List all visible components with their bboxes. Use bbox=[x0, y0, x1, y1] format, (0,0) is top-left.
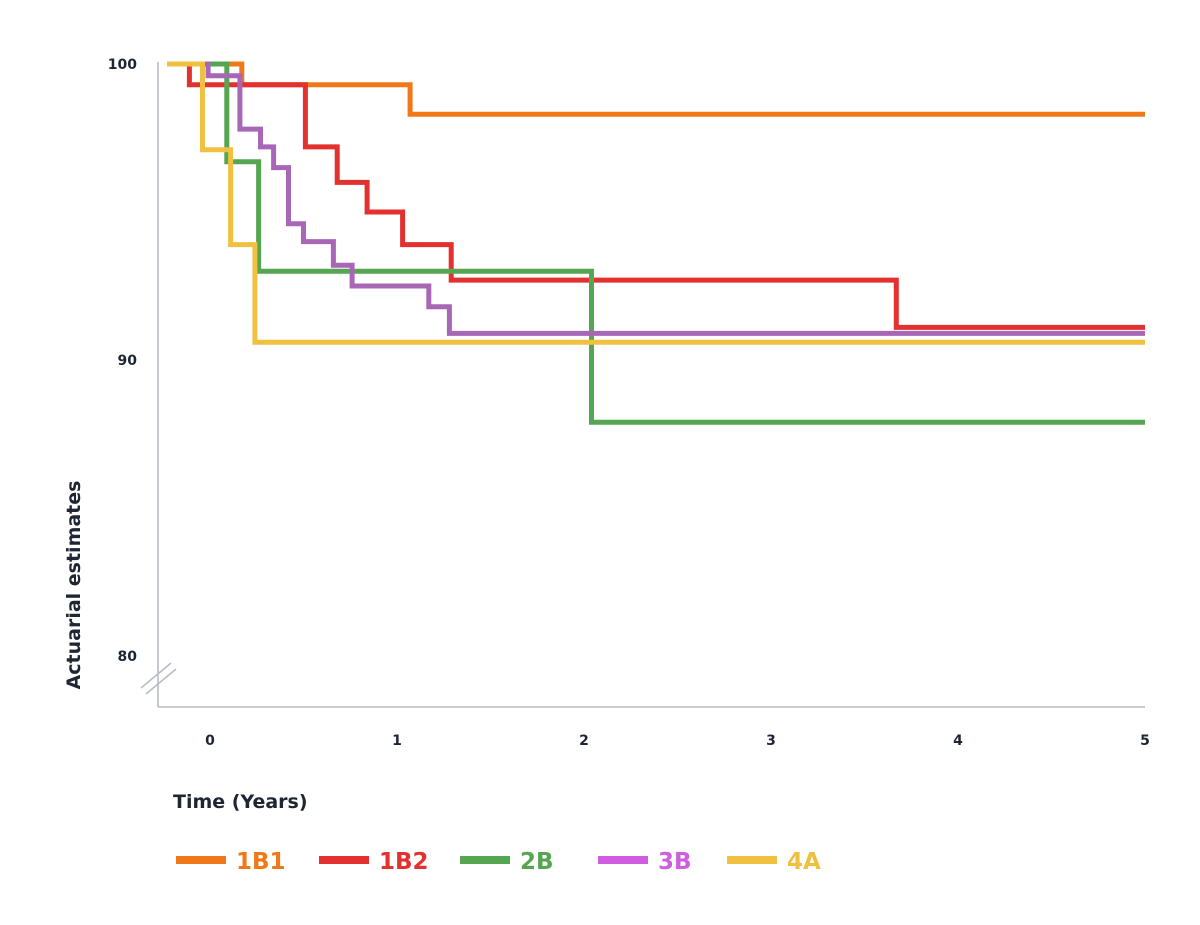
x-tick-label: 1 bbox=[392, 733, 402, 749]
x-tick-labels: 0 1 2 3 4 5 bbox=[205, 733, 1150, 749]
legend-swatch bbox=[319, 856, 369, 864]
legend: 1B1 1B2 2B 3B 4A bbox=[176, 849, 821, 875]
x-axis-title: Time (Years) bbox=[173, 791, 308, 813]
y-tick-label: 90 bbox=[118, 353, 138, 369]
legend-swatch bbox=[460, 856, 510, 864]
legend-label: 2B bbox=[520, 849, 554, 875]
legend-label: 3B bbox=[658, 849, 692, 875]
x-tick-label: 5 bbox=[1140, 733, 1150, 749]
legend-item-1b1: 1B1 bbox=[176, 849, 286, 875]
legend-swatch bbox=[176, 856, 226, 864]
x-tick-label: 2 bbox=[579, 733, 589, 749]
legend-item-1b2: 1B2 bbox=[319, 849, 429, 875]
y-tick-label: 100 bbox=[108, 57, 137, 73]
y-tick-label: 80 bbox=[118, 649, 138, 665]
legend-label: 1B1 bbox=[236, 849, 286, 875]
series-line-2b bbox=[167, 61, 1145, 425]
legend-swatch bbox=[727, 856, 777, 864]
axis-break-icon bbox=[140, 662, 177, 695]
legend-label: 4A bbox=[787, 849, 821, 875]
legend-label: 1B2 bbox=[379, 849, 429, 875]
legend-swatch bbox=[598, 856, 648, 864]
legend-item-3b: 3B bbox=[598, 849, 692, 875]
x-tick-label: 3 bbox=[766, 733, 776, 749]
y-tick-labels: 80 90 100 bbox=[108, 57, 137, 665]
series-line-4a bbox=[167, 61, 1145, 345]
series-line-3b bbox=[167, 61, 1145, 336]
legend-item-2b: 2B bbox=[460, 849, 554, 875]
x-tick-label: 0 bbox=[205, 733, 215, 749]
x-tick-label: 4 bbox=[953, 733, 963, 749]
series-line-1b1 bbox=[167, 61, 1145, 117]
series-layer bbox=[167, 61, 1145, 425]
y-axis-title: Actuarial estimates bbox=[63, 481, 85, 690]
series-line-1b2 bbox=[167, 61, 1145, 330]
legend-item-4a: 4A bbox=[727, 849, 821, 875]
